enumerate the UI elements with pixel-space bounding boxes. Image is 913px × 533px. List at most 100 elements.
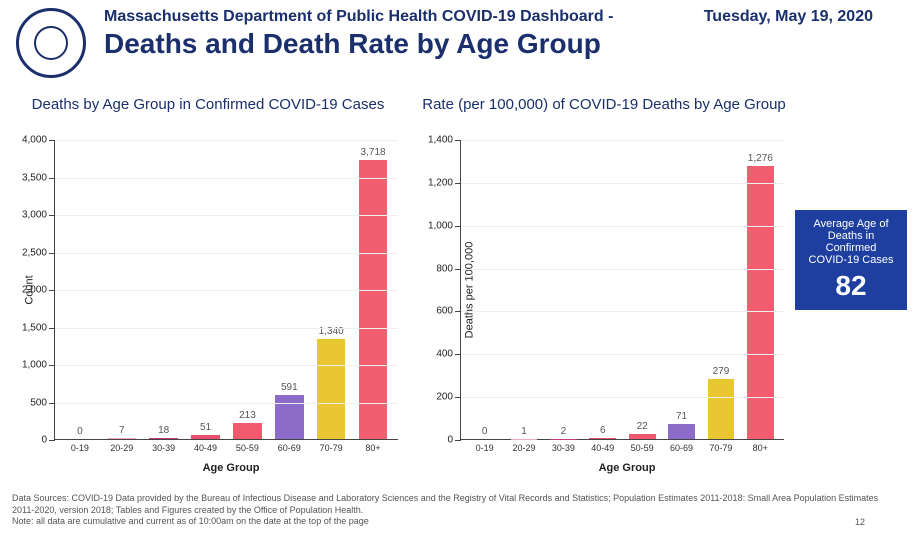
bar: 5140-49 (185, 422, 227, 439)
callout-value: 82 (801, 270, 901, 302)
bar-rect (108, 438, 136, 439)
page-title: Deaths and Death Rate by Age Group (104, 28, 897, 60)
y-tick-label: 1,500 (22, 322, 55, 333)
x-tick-label: 50-59 (631, 443, 654, 453)
y-tick-label: 500 (30, 397, 55, 408)
footer: Data Sources: COVID-19 Data provided by … (12, 493, 901, 527)
bar: 59160-69 (268, 382, 310, 439)
y-tick-label: 1,000 (428, 220, 461, 231)
chart-deaths-by-age: Deaths by Age Group in Confirmed COVID-1… (8, 96, 408, 474)
gridline (461, 354, 784, 355)
average-age-callout: Average Age of Deaths in Confirmed COVID… (795, 210, 907, 310)
callout-text: COVID-19 Cases (801, 254, 901, 266)
header-text: Massachusetts Department of Public Healt… (104, 8, 897, 60)
x-tick-label: 30-39 (152, 443, 175, 453)
bar-rect (191, 435, 219, 439)
charts-row: Deaths by Age Group in Confirmed COVID-1… (0, 78, 913, 474)
gridline (461, 311, 784, 312)
gridline (461, 140, 784, 141)
bar-value-label: 18 (158, 425, 169, 436)
gridline (55, 215, 398, 216)
bar: 230-39 (544, 426, 583, 439)
data-note: Note: all data are cumulative and curren… (12, 516, 901, 527)
y-tick-label: 3,000 (22, 210, 55, 221)
y-tick-label: 0 (447, 435, 461, 446)
bar: 1,34070-79 (310, 326, 352, 440)
gridline (55, 328, 398, 329)
y-tick-label: 4,000 (22, 135, 55, 146)
gridline (55, 290, 398, 291)
bar: 7160-69 (662, 411, 701, 439)
bar-value-label: 7 (119, 425, 125, 436)
page-number: 12 (855, 517, 865, 527)
bar: 3,71880+ (352, 147, 394, 439)
bar-value-label: 51 (200, 422, 211, 433)
chart-title: Deaths by Age Group in Confirmed COVID-1… (8, 96, 408, 134)
gridline (461, 269, 784, 270)
x-tick-label: 0-19 (71, 443, 89, 453)
bar-value-label: 0 (482, 426, 488, 437)
gridline (55, 365, 398, 366)
x-tick-label: 60-69 (670, 443, 693, 453)
y-tick-label: 0 (41, 435, 55, 446)
gridline (461, 183, 784, 184)
bar: 120-29 (504, 426, 543, 439)
y-tick-label: 2,000 (22, 285, 55, 296)
x-tick-label: 60-69 (278, 443, 301, 453)
gridline (55, 403, 398, 404)
bars-container: 00-19120-29230-39640-492250-597160-69279… (461, 140, 784, 439)
x-tick-label: 50-59 (236, 443, 259, 453)
gridline (55, 253, 398, 254)
chart-plot-area: Count 00-19720-291830-395140-4921350-595… (54, 140, 398, 440)
gridline (55, 140, 398, 141)
chart-plot-area: Deaths per 100,000 00-19120-29230-39640-… (460, 140, 784, 440)
callout-text: Average Age of (801, 218, 901, 230)
bar: 27970-79 (701, 366, 740, 439)
bar: 640-49 (583, 425, 622, 439)
bar-value-label: 279 (713, 366, 730, 377)
bar-value-label: 6 (600, 425, 606, 436)
chart-rate-by-age: Rate (per 100,000) of COVID-19 Deaths by… (414, 96, 794, 474)
bar-rect (359, 160, 387, 439)
x-tick-label: 40-49 (194, 443, 217, 453)
header: Massachusetts Department of Public Healt… (0, 0, 913, 78)
bar-rect (629, 434, 656, 439)
x-tick-label: 30-39 (552, 443, 575, 453)
chart-title: Rate (per 100,000) of COVID-19 Deaths by… (414, 96, 794, 134)
bar-rect (708, 379, 735, 439)
x-tick-label: 20-29 (110, 443, 133, 453)
bar-value-label: 2 (561, 426, 567, 437)
bar-rect (317, 339, 345, 440)
x-tick-label: 0-19 (476, 443, 494, 453)
x-tick-label: 20-29 (513, 443, 536, 453)
y-tick-label: 1,000 (22, 360, 55, 371)
bar: 00-19 (465, 426, 504, 439)
x-axis-label: Age Group (460, 462, 794, 474)
x-tick-label: 80+ (753, 443, 768, 453)
bar-rect (668, 424, 695, 439)
bar-value-label: 71 (676, 411, 687, 422)
bar-rect (233, 423, 261, 439)
bar-value-label: 1,276 (748, 153, 773, 164)
department-name: Massachusetts Department of Public Healt… (104, 8, 613, 26)
bar-rect (149, 438, 177, 439)
gridline (461, 397, 784, 398)
callout-text: Deaths in Confirmed (801, 230, 901, 254)
gridline (55, 178, 398, 179)
x-axis-label: Age Group (54, 462, 408, 474)
bar-rect (589, 438, 616, 439)
x-tick-label: 80+ (365, 443, 380, 453)
y-tick-label: 400 (436, 349, 461, 360)
bar-value-label: 1 (521, 426, 527, 437)
data-sources: Data Sources: COVID-19 Data provided by … (12, 493, 901, 516)
report-date: Tuesday, May 19, 2020 (704, 8, 897, 26)
bar: 1830-39 (143, 425, 185, 439)
y-tick-label: 200 (436, 392, 461, 403)
bar-value-label: 213 (239, 410, 256, 421)
bar-value-label: 591 (281, 382, 298, 393)
bar: 1,27680+ (741, 153, 780, 439)
gridline (461, 226, 784, 227)
bar-value-label: 0 (77, 426, 83, 437)
bar-rect (275, 395, 303, 439)
bar-value-label: 3,718 (361, 147, 386, 158)
